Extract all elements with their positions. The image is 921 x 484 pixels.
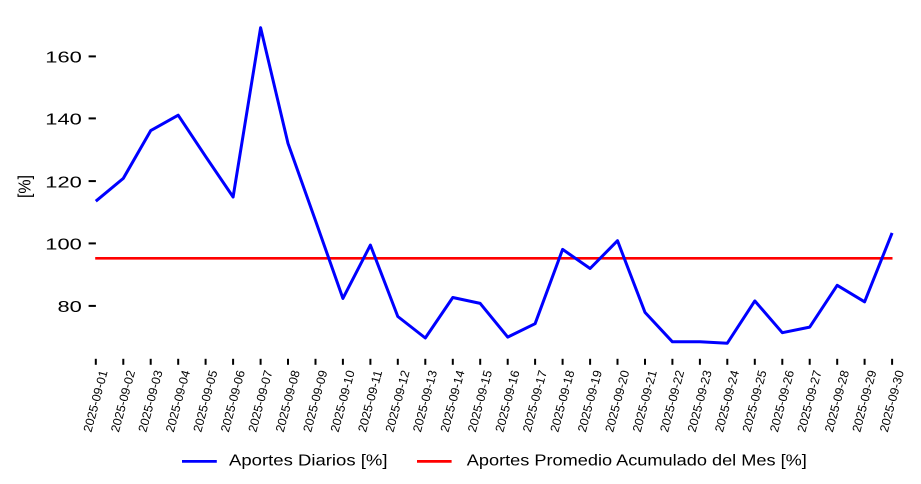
svg-text:[%]: [%] <box>14 175 34 198</box>
svg-text:80: 80 <box>58 299 82 316</box>
svg-text:160: 160 <box>45 50 82 67</box>
svg-text:Aportes Diarios [%]: Aportes Diarios [%] <box>229 453 388 470</box>
svg-text:140: 140 <box>45 112 82 129</box>
svg-text:120: 120 <box>45 174 82 191</box>
svg-text:Aportes Promedio Acumulado del: Aportes Promedio Acumulado del Mes [%] <box>467 453 807 470</box>
svg-text:100: 100 <box>45 237 82 254</box>
